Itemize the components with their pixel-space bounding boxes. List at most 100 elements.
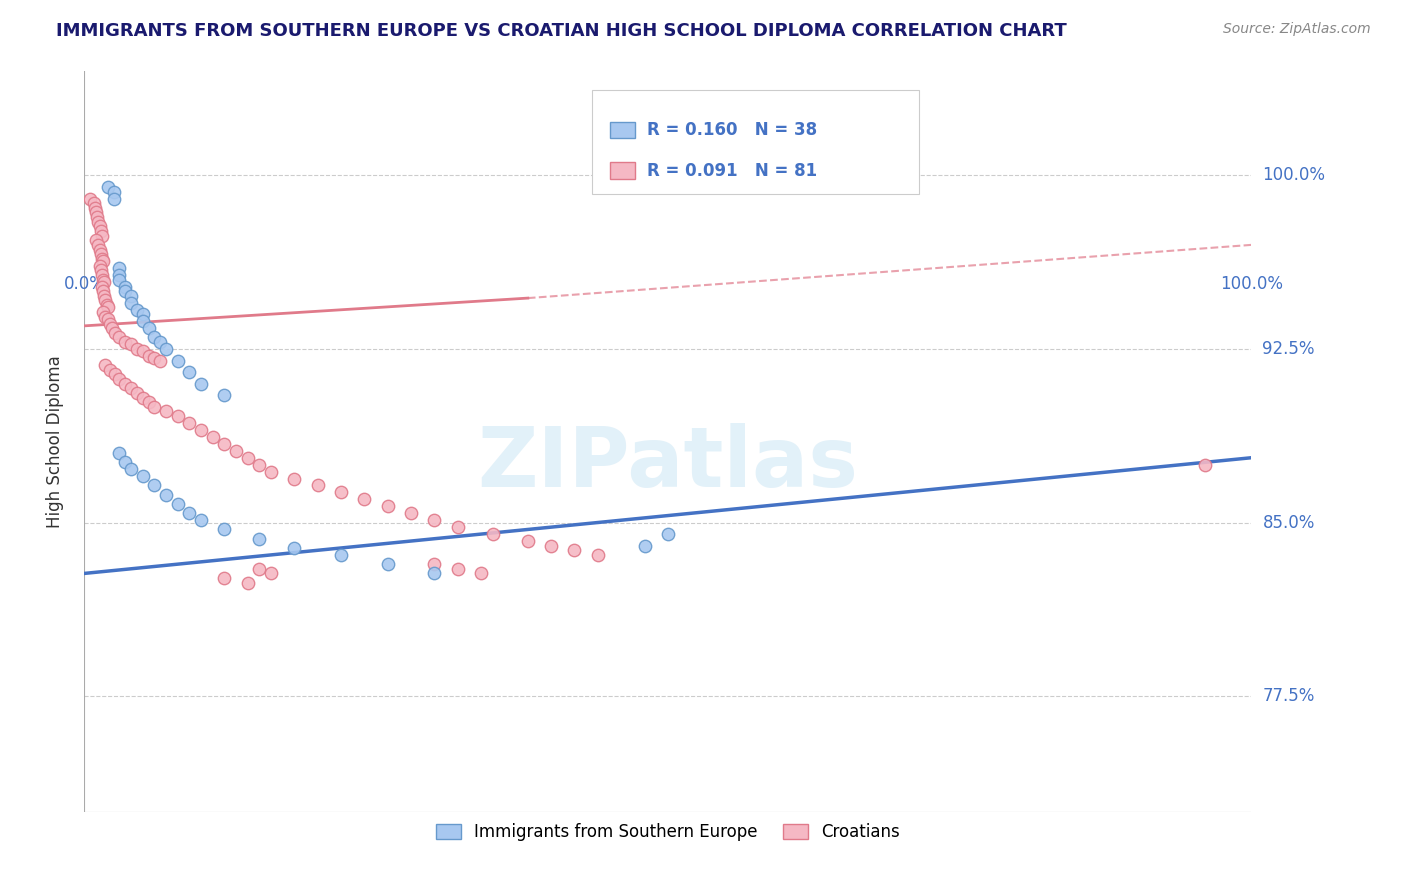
- Point: [93, 289, 115, 303]
- Point: [138, 349, 160, 363]
- Point: [1194, 458, 1216, 472]
- Point: [657, 527, 679, 541]
- Point: [143, 330, 166, 344]
- Text: 100.0%: 100.0%: [1263, 167, 1326, 185]
- Point: [120, 295, 142, 310]
- Point: [166, 497, 188, 511]
- Point: [586, 548, 609, 562]
- Point: [249, 532, 271, 546]
- Y-axis label: High School Diploma: High School Diploma: [45, 355, 63, 528]
- Point: [104, 368, 127, 382]
- Point: [90, 263, 112, 277]
- Point: [108, 372, 131, 386]
- Point: [114, 455, 136, 469]
- Point: [330, 485, 353, 500]
- Text: R = 0.091   N = 81: R = 0.091 N = 81: [647, 161, 817, 179]
- Point: [214, 437, 236, 451]
- Point: [423, 513, 446, 527]
- Legend: Immigrants from Southern Europe, Croatians: Immigrants from Southern Europe, Croatia…: [429, 816, 907, 847]
- Point: [98, 317, 121, 331]
- Point: [120, 337, 142, 351]
- Point: [96, 298, 118, 312]
- Point: [166, 409, 188, 423]
- Point: [90, 252, 112, 266]
- Point: [86, 210, 108, 224]
- Point: [90, 228, 112, 243]
- Point: [90, 224, 112, 238]
- Text: 85.0%: 85.0%: [1263, 514, 1315, 532]
- Point: [114, 284, 136, 298]
- Point: [564, 543, 586, 558]
- Text: 0.0%: 0.0%: [63, 275, 105, 293]
- Point: [108, 446, 131, 460]
- Point: [125, 386, 148, 401]
- Point: [155, 488, 177, 502]
- Text: Source: ZipAtlas.com: Source: ZipAtlas.com: [1223, 22, 1371, 37]
- Point: [91, 284, 114, 298]
- FancyBboxPatch shape: [610, 162, 636, 178]
- Point: [108, 330, 131, 344]
- Point: [179, 365, 201, 379]
- Point: [108, 272, 131, 286]
- Point: [283, 471, 305, 485]
- Point: [103, 192, 125, 206]
- Point: [179, 416, 201, 430]
- Point: [353, 492, 375, 507]
- Point: [89, 259, 111, 273]
- Point: [114, 279, 136, 293]
- Point: [114, 376, 136, 391]
- Text: 77.5%: 77.5%: [1263, 687, 1315, 705]
- Point: [132, 469, 155, 483]
- Point: [97, 180, 120, 194]
- Point: [114, 334, 136, 349]
- Point: [470, 566, 492, 581]
- Point: [307, 478, 329, 492]
- Point: [225, 443, 247, 458]
- Text: 92.5%: 92.5%: [1263, 340, 1315, 358]
- Point: [516, 534, 538, 549]
- Point: [91, 305, 114, 319]
- Point: [179, 506, 201, 520]
- FancyBboxPatch shape: [592, 90, 918, 194]
- Point: [149, 353, 172, 368]
- Point: [190, 513, 212, 527]
- Point: [155, 404, 177, 418]
- Point: [83, 201, 105, 215]
- Point: [94, 310, 117, 324]
- Point: [125, 342, 148, 356]
- Point: [190, 423, 212, 437]
- Point: [98, 363, 121, 377]
- Point: [103, 185, 125, 199]
- Point: [97, 301, 120, 315]
- Point: [125, 302, 148, 317]
- FancyBboxPatch shape: [610, 122, 636, 138]
- Point: [90, 268, 112, 282]
- Point: [87, 238, 110, 252]
- Point: [423, 557, 446, 571]
- Point: [260, 465, 283, 479]
- Point: [283, 541, 305, 555]
- Point: [94, 358, 117, 372]
- Point: [633, 539, 655, 553]
- Point: [89, 243, 111, 257]
- Point: [143, 400, 166, 414]
- Point: [214, 571, 236, 585]
- Point: [108, 268, 131, 282]
- Point: [120, 289, 142, 303]
- Point: [79, 192, 101, 206]
- Point: [236, 450, 259, 465]
- Point: [94, 293, 117, 308]
- Point: [540, 539, 562, 553]
- Point: [83, 196, 105, 211]
- Point: [447, 520, 470, 534]
- Point: [214, 523, 236, 537]
- Point: [132, 307, 155, 321]
- Point: [97, 312, 120, 326]
- Point: [377, 557, 399, 571]
- Point: [481, 527, 505, 541]
- Point: [447, 562, 470, 576]
- Point: [120, 381, 142, 395]
- Point: [190, 376, 212, 391]
- Point: [132, 314, 155, 328]
- Point: [423, 566, 446, 581]
